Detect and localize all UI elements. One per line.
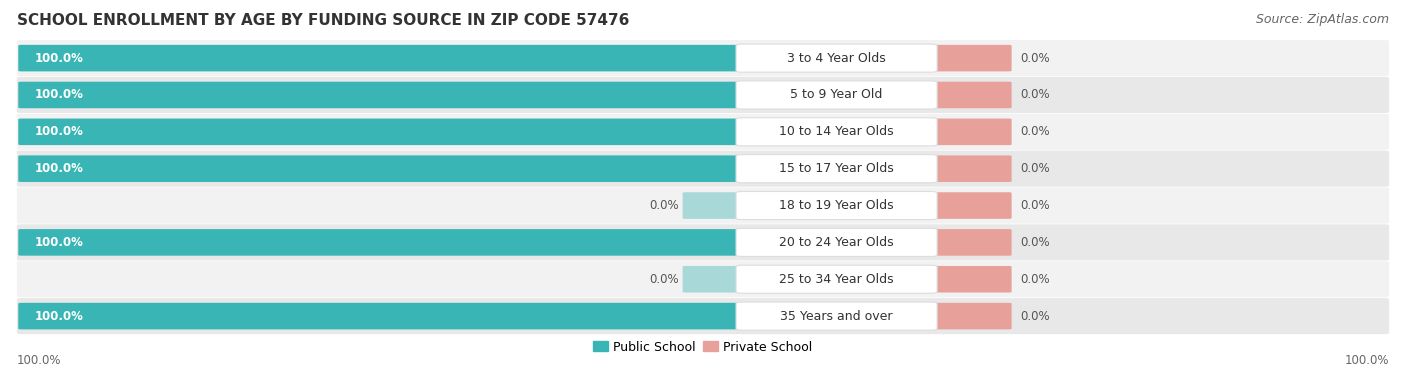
Text: 100.0%: 100.0% <box>35 236 84 249</box>
Text: 100.0%: 100.0% <box>35 162 84 175</box>
FancyBboxPatch shape <box>18 229 745 256</box>
FancyBboxPatch shape <box>737 265 936 293</box>
Text: 10 to 14 Year Olds: 10 to 14 Year Olds <box>779 125 894 138</box>
Text: 0.0%: 0.0% <box>1021 310 1050 322</box>
Legend: Public School, Private School: Public School, Private School <box>588 336 818 358</box>
Text: 100.0%: 100.0% <box>35 310 84 322</box>
FancyBboxPatch shape <box>17 261 1389 297</box>
Text: 100.0%: 100.0% <box>1344 355 1389 367</box>
FancyBboxPatch shape <box>683 266 745 293</box>
Text: 5 to 9 Year Old: 5 to 9 Year Old <box>790 88 883 101</box>
Text: 0.0%: 0.0% <box>1021 236 1050 249</box>
Text: 100.0%: 100.0% <box>17 355 62 367</box>
Text: 0.0%: 0.0% <box>1021 273 1050 286</box>
FancyBboxPatch shape <box>17 150 1389 187</box>
Text: 15 to 17 Year Olds: 15 to 17 Year Olds <box>779 162 894 175</box>
FancyBboxPatch shape <box>929 155 1012 182</box>
Text: 0.0%: 0.0% <box>1021 88 1050 101</box>
FancyBboxPatch shape <box>737 81 936 109</box>
FancyBboxPatch shape <box>18 82 745 108</box>
Text: 3 to 4 Year Olds: 3 to 4 Year Olds <box>787 52 886 65</box>
Text: 0.0%: 0.0% <box>1021 125 1050 138</box>
Text: 0.0%: 0.0% <box>1021 52 1050 65</box>
FancyBboxPatch shape <box>737 228 936 256</box>
Text: Source: ZipAtlas.com: Source: ZipAtlas.com <box>1256 13 1389 26</box>
FancyBboxPatch shape <box>929 45 1012 71</box>
FancyBboxPatch shape <box>17 298 1389 334</box>
Text: 0.0%: 0.0% <box>648 273 678 286</box>
FancyBboxPatch shape <box>929 119 1012 145</box>
Text: 20 to 24 Year Olds: 20 to 24 Year Olds <box>779 236 894 249</box>
Text: 100.0%: 100.0% <box>35 125 84 138</box>
Text: 0.0%: 0.0% <box>1021 199 1050 212</box>
FancyBboxPatch shape <box>18 155 745 182</box>
FancyBboxPatch shape <box>18 45 745 71</box>
Text: SCHOOL ENROLLMENT BY AGE BY FUNDING SOURCE IN ZIP CODE 57476: SCHOOL ENROLLMENT BY AGE BY FUNDING SOUR… <box>17 13 630 28</box>
Text: 0.0%: 0.0% <box>1021 162 1050 175</box>
FancyBboxPatch shape <box>929 82 1012 108</box>
FancyBboxPatch shape <box>929 229 1012 256</box>
Text: 18 to 19 Year Olds: 18 to 19 Year Olds <box>779 199 894 212</box>
FancyBboxPatch shape <box>17 187 1389 224</box>
FancyBboxPatch shape <box>17 225 1389 260</box>
FancyBboxPatch shape <box>18 119 745 145</box>
FancyBboxPatch shape <box>18 303 745 329</box>
FancyBboxPatch shape <box>929 266 1012 293</box>
FancyBboxPatch shape <box>737 155 936 183</box>
FancyBboxPatch shape <box>17 40 1389 76</box>
FancyBboxPatch shape <box>17 114 1389 150</box>
FancyBboxPatch shape <box>737 302 936 330</box>
FancyBboxPatch shape <box>17 77 1389 113</box>
Text: 100.0%: 100.0% <box>35 88 84 101</box>
FancyBboxPatch shape <box>737 118 936 146</box>
FancyBboxPatch shape <box>737 192 936 220</box>
Text: 25 to 34 Year Olds: 25 to 34 Year Olds <box>779 273 894 286</box>
FancyBboxPatch shape <box>929 192 1012 219</box>
FancyBboxPatch shape <box>737 44 936 72</box>
Text: 100.0%: 100.0% <box>35 52 84 65</box>
Text: 35 Years and over: 35 Years and over <box>780 310 893 322</box>
Text: 0.0%: 0.0% <box>648 199 678 212</box>
FancyBboxPatch shape <box>929 303 1012 329</box>
FancyBboxPatch shape <box>683 192 745 219</box>
